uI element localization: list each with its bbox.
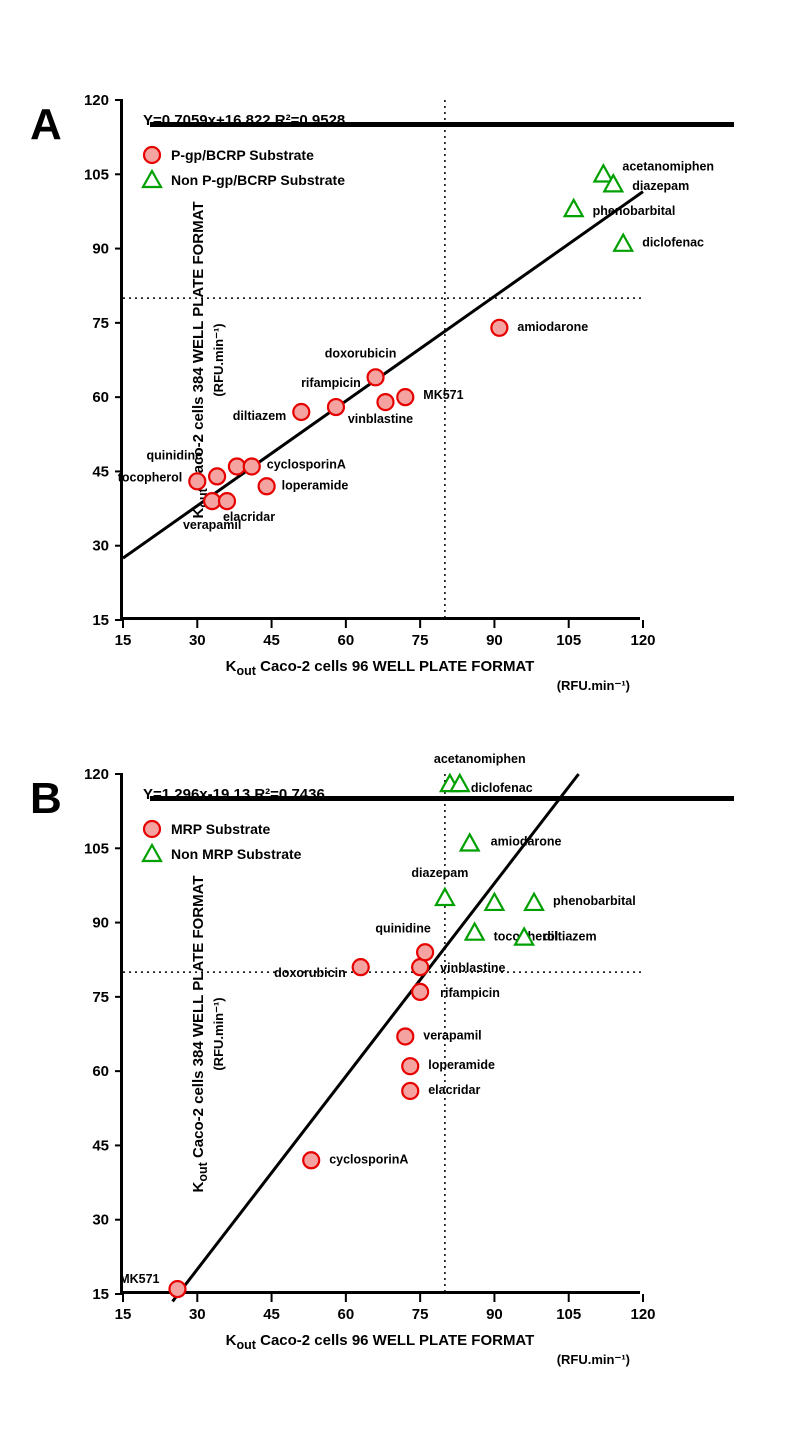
scatter-plot-b: 153045607590105120153045607590105120Y=1.… xyxy=(120,774,640,1294)
plot-wrap-b: Kout Caco-2 cells 384 WELL PLATE FORMAT … xyxy=(120,774,774,1294)
xlabel-sub: out xyxy=(237,664,256,678)
svg-text:60: 60 xyxy=(92,389,109,406)
svg-text:75: 75 xyxy=(412,632,429,649)
svg-text:amiodarone: amiodarone xyxy=(517,320,588,334)
svg-text:rifampicin: rifampicin xyxy=(301,376,361,390)
svg-text:diazepam: diazepam xyxy=(411,866,468,880)
svg-text:elacridar: elacridar xyxy=(428,1083,480,1097)
svg-text:75: 75 xyxy=(92,315,109,332)
xlabel-k-b: K xyxy=(226,1332,237,1349)
svg-text:doxorubicin: doxorubicin xyxy=(325,346,397,360)
svg-text:90: 90 xyxy=(92,915,109,932)
x-axis-label-a: Kout Caco-2 cells 96 WELL PLATE FORMAT (… xyxy=(120,658,640,694)
xlabel-k: K xyxy=(226,658,237,675)
svg-text:75: 75 xyxy=(412,1306,429,1323)
svg-text:45: 45 xyxy=(263,1306,280,1323)
svg-text:30: 30 xyxy=(189,1306,206,1323)
panel-letter-a: A xyxy=(30,100,62,150)
x-axis-label-b: Kout Caco-2 cells 96 WELL PLATE FORMAT (… xyxy=(120,1332,640,1368)
xlabel-rest: Caco-2 cells 96 WELL PLATE FORMAT xyxy=(256,658,534,675)
svg-text:P-gp/BCRP Substrate: P-gp/BCRP Substrate xyxy=(171,147,314,163)
svg-text:diclofenac: diclofenac xyxy=(471,781,533,795)
svg-text:quinidine: quinidine xyxy=(375,921,431,935)
svg-text:60: 60 xyxy=(92,1063,109,1080)
svg-text:30: 30 xyxy=(92,1212,109,1229)
svg-text:Y=0.7059x+16.822 R²=0.9528: Y=0.7059x+16.822 R²=0.9528 xyxy=(143,112,345,129)
svg-text:MK571: MK571 xyxy=(119,1272,159,1286)
svg-text:105: 105 xyxy=(84,840,109,857)
svg-text:120: 120 xyxy=(84,92,109,109)
svg-text:loperamide: loperamide xyxy=(428,1058,495,1072)
svg-text:45: 45 xyxy=(92,463,109,480)
xlabel-rest-b: Caco-2 cells 96 WELL PLATE FORMAT xyxy=(256,1332,534,1349)
svg-text:15: 15 xyxy=(115,1306,132,1323)
xlabel-wrap-b: Kout Caco-2 cells 96 WELL PLATE FORMAT (… xyxy=(120,1332,774,1368)
svg-text:tocopherol: tocopherol xyxy=(118,470,183,484)
svg-text:phenobarbital: phenobarbital xyxy=(593,204,676,218)
svg-text:acetanomiphen: acetanomiphen xyxy=(434,752,526,766)
svg-text:60: 60 xyxy=(338,1306,355,1323)
scatter-plot-a: 153045607590105120153045607590105120Y=0.… xyxy=(120,100,640,620)
svg-text:15: 15 xyxy=(115,632,132,649)
svg-text:Non P-gp/BCRP Substrate: Non P-gp/BCRP Substrate xyxy=(171,172,345,188)
svg-text:15: 15 xyxy=(92,1286,109,1303)
chart-svg-a: 153045607590105120153045607590105120Y=0.… xyxy=(123,100,643,620)
svg-text:45: 45 xyxy=(92,1137,109,1154)
svg-text:elacridar: elacridar xyxy=(223,510,275,524)
svg-text:acetanomiphen: acetanomiphen xyxy=(622,159,714,173)
svg-text:quinidine: quinidine xyxy=(147,448,203,462)
svg-text:MK571: MK571 xyxy=(423,388,463,402)
svg-text:diltiazem: diltiazem xyxy=(233,409,286,423)
svg-text:vinblastine: vinblastine xyxy=(440,961,505,975)
svg-text:120: 120 xyxy=(630,1306,655,1323)
panel-a: A Kout Caco-2 cells 384 WELL PLATE FORMA… xyxy=(20,100,774,694)
plot-wrap-a: Kout Caco-2 cells 384 WELL PLATE FORMAT … xyxy=(120,100,774,620)
svg-text:MRP Substrate: MRP Substrate xyxy=(171,821,271,837)
svg-text:120: 120 xyxy=(630,632,655,649)
svg-text:loperamide: loperamide xyxy=(282,478,349,492)
svg-text:phenobarbital: phenobarbital xyxy=(553,894,636,908)
svg-text:90: 90 xyxy=(92,241,109,258)
svg-text:rifampicin: rifampicin xyxy=(440,986,500,1000)
svg-text:90: 90 xyxy=(486,632,503,649)
svg-text:30: 30 xyxy=(189,632,206,649)
svg-text:cyclosporinA: cyclosporinA xyxy=(267,457,346,471)
svg-text:verapamil: verapamil xyxy=(423,1028,481,1042)
svg-text:15: 15 xyxy=(92,612,109,629)
xlabel-sub-b: out xyxy=(237,1338,256,1352)
panel-b: B Kout Caco-2 cells 384 WELL PLATE FORMA… xyxy=(20,774,774,1368)
svg-text:doxorubicin: doxorubicin xyxy=(274,966,346,980)
svg-text:30: 30 xyxy=(92,538,109,555)
svg-text:diazepam: diazepam xyxy=(632,179,689,193)
svg-text:cyclosporinA: cyclosporinA xyxy=(329,1152,408,1166)
svg-text:Non MRP Substrate: Non MRP Substrate xyxy=(171,846,302,862)
xlabel-unit: (RFU.min⁻¹) xyxy=(120,678,640,694)
svg-text:45: 45 xyxy=(263,632,280,649)
svg-text:105: 105 xyxy=(556,1306,581,1323)
chart-svg-b: 153045607590105120153045607590105120Y=1.… xyxy=(123,774,643,1294)
xlabel-unit-b: (RFU.min⁻¹) xyxy=(120,1352,640,1368)
panel-letter-b: B xyxy=(30,774,62,824)
svg-text:diclofenac: diclofenac xyxy=(642,236,704,250)
svg-text:75: 75 xyxy=(92,989,109,1006)
svg-text:90: 90 xyxy=(486,1306,503,1323)
svg-text:amiodarone: amiodarone xyxy=(491,834,562,848)
svg-text:Y=1.296x-19.13 R²=0.7436: Y=1.296x-19.13 R²=0.7436 xyxy=(143,786,325,803)
xlabel-wrap-a: Kout Caco-2 cells 96 WELL PLATE FORMAT (… xyxy=(120,658,774,694)
svg-text:diltiazem: diltiazem xyxy=(543,929,597,943)
svg-text:vinblastine: vinblastine xyxy=(348,412,413,426)
svg-text:105: 105 xyxy=(556,632,581,649)
svg-text:120: 120 xyxy=(84,766,109,783)
svg-text:105: 105 xyxy=(84,166,109,183)
svg-text:60: 60 xyxy=(338,632,355,649)
